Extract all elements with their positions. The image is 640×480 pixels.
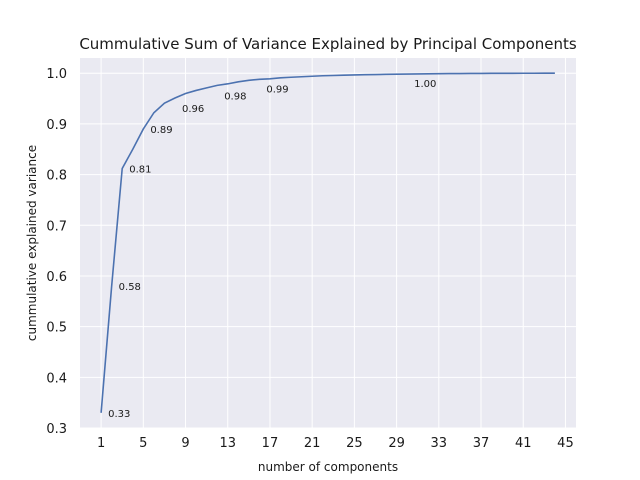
data-label: 0.81 [129,164,151,175]
y-tick-label: 0.7 [46,219,67,234]
y-tick-label: 0.4 [46,371,67,386]
y-tick-label: 0.5 [46,321,67,336]
x-tick-label: 13 [219,436,236,451]
y-tick-label: 0.8 [46,169,67,184]
data-label: 0.89 [150,125,172,136]
y-gridlines [80,72,576,429]
x-gridlines [100,58,566,428]
data-label: 0.98 [224,91,246,102]
plot-area [80,58,576,428]
data-label: 0.33 [108,409,130,420]
x-tick-label: 21 [304,436,321,451]
y-tick-label: 0.9 [46,118,67,133]
x-tick-label: 45 [557,436,574,451]
x-tick-label: 33 [431,436,448,451]
chart-title: Cummulative Sum of Variance Explained by… [79,35,577,53]
series-line [100,72,555,413]
y-tick-label: 1.0 [46,67,67,82]
data-label: 0.99 [266,84,288,95]
x-tick-label: 37 [473,436,490,451]
x-tick-label: 29 [388,436,405,451]
y-tick-label: 0.3 [46,422,67,437]
data-labels: 0.33 0.58 0.81 0.89 0.96 0.98 0.99 1.00 [108,79,436,420]
x-axis-label: number of components [258,460,398,474]
data-label: 0.58 [119,282,141,293]
y-axis-label: cummulative explained variance [25,145,39,341]
x-tick-labels: 1 5 9 13 17 21 25 29 33 37 41 45 [97,436,574,451]
x-tick-label: 1 [97,436,105,451]
x-tick-label: 17 [262,436,279,451]
y-tick-labels: 0.3 0.4 0.5 0.6 0.7 0.8 0.9 1.0 [46,67,67,437]
data-label: 0.96 [182,104,204,115]
y-tick-label: 0.6 [46,270,67,285]
data-label: 1.00 [414,79,436,90]
x-tick-label: 25 [346,436,363,451]
x-tick-label: 9 [181,436,189,451]
x-tick-label: 41 [515,436,532,451]
x-tick-label: 5 [139,436,147,451]
